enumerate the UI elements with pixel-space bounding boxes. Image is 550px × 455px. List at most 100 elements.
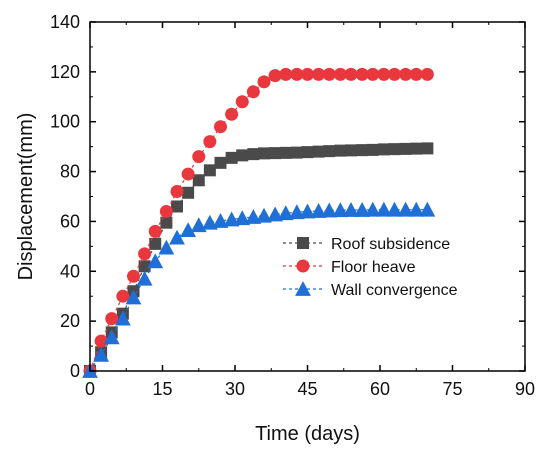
legend-marker bbox=[295, 281, 311, 296]
legend-item: Wall convergence bbox=[283, 281, 458, 299]
x-tick-label: 15 bbox=[152, 379, 172, 399]
data-point bbox=[366, 67, 380, 81]
axes-layer: 0 15 30 45 60 75 90 0 20 40 60 80 100 120 140 bbox=[50, 12, 535, 399]
data-point bbox=[288, 204, 305, 220]
data-point bbox=[127, 269, 140, 283]
series-wall-convergence bbox=[82, 201, 436, 378]
data-point bbox=[421, 142, 434, 155]
data-point bbox=[138, 260, 151, 273]
data-point bbox=[269, 147, 282, 160]
data-point bbox=[299, 203, 316, 219]
data-point bbox=[105, 312, 119, 326]
data-point bbox=[364, 201, 381, 217]
data-point bbox=[94, 334, 108, 348]
data-point bbox=[236, 149, 249, 162]
data-point bbox=[399, 67, 413, 81]
data-point bbox=[138, 247, 152, 261]
data-point bbox=[409, 67, 423, 81]
data-point bbox=[354, 202, 371, 217]
data-point bbox=[148, 224, 162, 238]
data-point bbox=[322, 67, 336, 81]
y-tick-label: 140 bbox=[50, 12, 80, 32]
x-tick-label: 75 bbox=[442, 379, 462, 399]
x-tick-label: 0 bbox=[85, 379, 95, 399]
data-point bbox=[268, 69, 282, 83]
data-point bbox=[332, 202, 349, 218]
data-point bbox=[257, 75, 271, 89]
data-point bbox=[388, 67, 401, 81]
y-tick-label: 40 bbox=[60, 261, 80, 281]
data-point bbox=[245, 209, 262, 224]
data-point bbox=[399, 142, 412, 155]
legend-label: Wall convergence bbox=[331, 282, 458, 299]
data-point bbox=[377, 143, 390, 156]
data-point bbox=[290, 67, 304, 81]
data-point bbox=[310, 203, 327, 218]
data-point bbox=[225, 151, 238, 164]
data-point bbox=[279, 67, 293, 81]
data-point bbox=[103, 329, 120, 345]
y-tick-label: 20 bbox=[60, 311, 80, 331]
data-point bbox=[397, 201, 414, 217]
data-point bbox=[149, 237, 162, 250]
data-point bbox=[321, 202, 338, 218]
y-tick-label: 80 bbox=[60, 162, 80, 182]
data-point bbox=[190, 217, 207, 233]
x-tick-label: 45 bbox=[297, 379, 317, 399]
y-tick-label: 60 bbox=[60, 211, 80, 231]
data-point bbox=[343, 202, 359, 217]
data-point bbox=[344, 67, 358, 81]
data-point bbox=[158, 239, 175, 255]
data-point bbox=[192, 174, 205, 187]
data-point bbox=[234, 210, 251, 226]
y-tick-label: 120 bbox=[50, 62, 80, 82]
data-point bbox=[375, 201, 392, 217]
data-point bbox=[214, 120, 227, 134]
data-point bbox=[277, 205, 294, 221]
data-point bbox=[225, 107, 239, 121]
data-point bbox=[345, 144, 357, 157]
data-point bbox=[279, 146, 292, 159]
data-point bbox=[125, 289, 142, 305]
legend-label: Floor heave bbox=[331, 259, 416, 276]
data-point bbox=[290, 146, 303, 159]
series-layer bbox=[82, 67, 436, 378]
data-point bbox=[192, 150, 206, 164]
data-point bbox=[159, 204, 173, 218]
data-point bbox=[386, 201, 403, 217]
data-point bbox=[116, 289, 130, 303]
data-point bbox=[214, 156, 227, 169]
x-tick-label: 30 bbox=[225, 379, 245, 399]
data-point bbox=[256, 207, 272, 223]
data-point bbox=[388, 143, 401, 156]
data-point bbox=[419, 201, 436, 217]
data-point bbox=[356, 144, 369, 157]
data-point bbox=[93, 346, 110, 362]
data-point bbox=[420, 67, 434, 81]
data-point bbox=[312, 145, 325, 158]
data-point bbox=[223, 211, 240, 227]
data-point bbox=[203, 135, 217, 149]
legend-item: Floor heave bbox=[283, 259, 416, 276]
x-tick-label: 60 bbox=[370, 379, 390, 399]
data-point bbox=[301, 146, 314, 159]
data-point bbox=[170, 185, 184, 199]
data-point bbox=[181, 167, 195, 181]
data-point bbox=[258, 147, 270, 160]
data-point bbox=[212, 213, 229, 228]
data-point bbox=[171, 200, 183, 213]
legend-label: Roof subsidence bbox=[331, 236, 450, 253]
data-point bbox=[312, 67, 326, 81]
data-point bbox=[377, 67, 391, 81]
legend-item: Roof subsidence bbox=[283, 236, 450, 253]
data-point bbox=[246, 85, 260, 99]
data-point bbox=[334, 144, 347, 157]
data-point bbox=[147, 253, 164, 269]
data-point bbox=[333, 67, 347, 81]
data-point bbox=[169, 229, 185, 245]
data-point bbox=[301, 67, 314, 81]
data-point bbox=[160, 216, 173, 229]
data-point bbox=[182, 186, 195, 199]
